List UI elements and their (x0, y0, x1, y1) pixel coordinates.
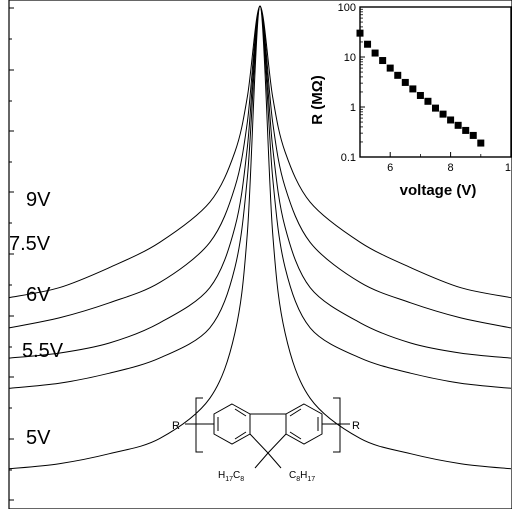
inset-y-tick-label: 100 (338, 2, 356, 14)
polyfluorene-structure: R R H17C8 C8H17 (172, 397, 360, 483)
left-ring-inner-bonds (217, 408, 247, 440)
inset-data-point (477, 139, 485, 147)
inset-data-point (356, 29, 364, 37)
left-bracket (195, 397, 203, 453)
inset-data-point (401, 78, 409, 86)
right-bracket (333, 397, 341, 453)
inset-data-point (379, 57, 387, 65)
inset-data-point (439, 110, 447, 118)
inset-y-axis: 0.1 1 10 100 (338, 2, 365, 164)
inset-y-axis-label: R (MΩ) (309, 75, 326, 125)
inset-data-point (394, 71, 402, 79)
alkyl-chain-bonds (254, 452, 282, 469)
inset-chart: 0.1 1 10 100 6 8 10 voltage (V) R (MΩ) (309, 2, 512, 199)
inset-data-point (454, 121, 462, 129)
main-y-ticks (9, 7, 14, 501)
right-alkyl-label: C8H17 (289, 470, 315, 483)
inset-data-points (356, 29, 485, 147)
five-membered-ring-bonds (249, 413, 287, 454)
right-ring-inner-bonds (289, 408, 319, 440)
inset-data-point (386, 64, 394, 72)
inset-data-point (371, 49, 379, 57)
inset-y-tick-label: 0.1 (341, 152, 356, 164)
inset-x-axis-label: voltage (V) (400, 182, 477, 199)
series-line-5V (8, 5, 512, 470)
left-alkyl-label: H17C8 (218, 470, 244, 483)
inset-y-tick-label: 10 (344, 52, 356, 64)
series-label-7-5V: 7.5V (9, 233, 51, 255)
series-label-9V: 9V (26, 189, 51, 211)
inset-x-tick-label: 10 (505, 162, 512, 174)
main-series-group (8, 5, 512, 470)
inset-plot-frame (359, 6, 512, 158)
inset-data-point (469, 131, 477, 139)
inset-data-point (447, 116, 455, 124)
main-series-labels: 9V 7.5V 6V 5.5V 5V (9, 189, 64, 449)
right-benzene-ring (285, 403, 323, 445)
left-benzene-ring (213, 403, 251, 445)
left-r-group-label: R (172, 420, 180, 432)
inset-x-tick-label: 8 (448, 162, 454, 174)
inset-plot-background (360, 7, 511, 157)
inset-x-axis: 6 8 10 (359, 152, 512, 174)
inset-data-point (409, 85, 417, 93)
inset-data-point (424, 97, 432, 105)
series-label-6V: 6V (26, 284, 51, 306)
inset-data-point (416, 91, 424, 99)
inset-data-point (462, 126, 470, 134)
inset-y-tick-label: 1 (350, 102, 356, 114)
inset-x-tick-label: 6 (387, 162, 393, 174)
inset-data-point (364, 40, 372, 48)
inset-data-point (432, 104, 439, 112)
right-r-group-label: R (352, 420, 360, 432)
series-label-5-5V: 5.5V (22, 340, 64, 362)
series-label-5V: 5V (26, 427, 51, 449)
